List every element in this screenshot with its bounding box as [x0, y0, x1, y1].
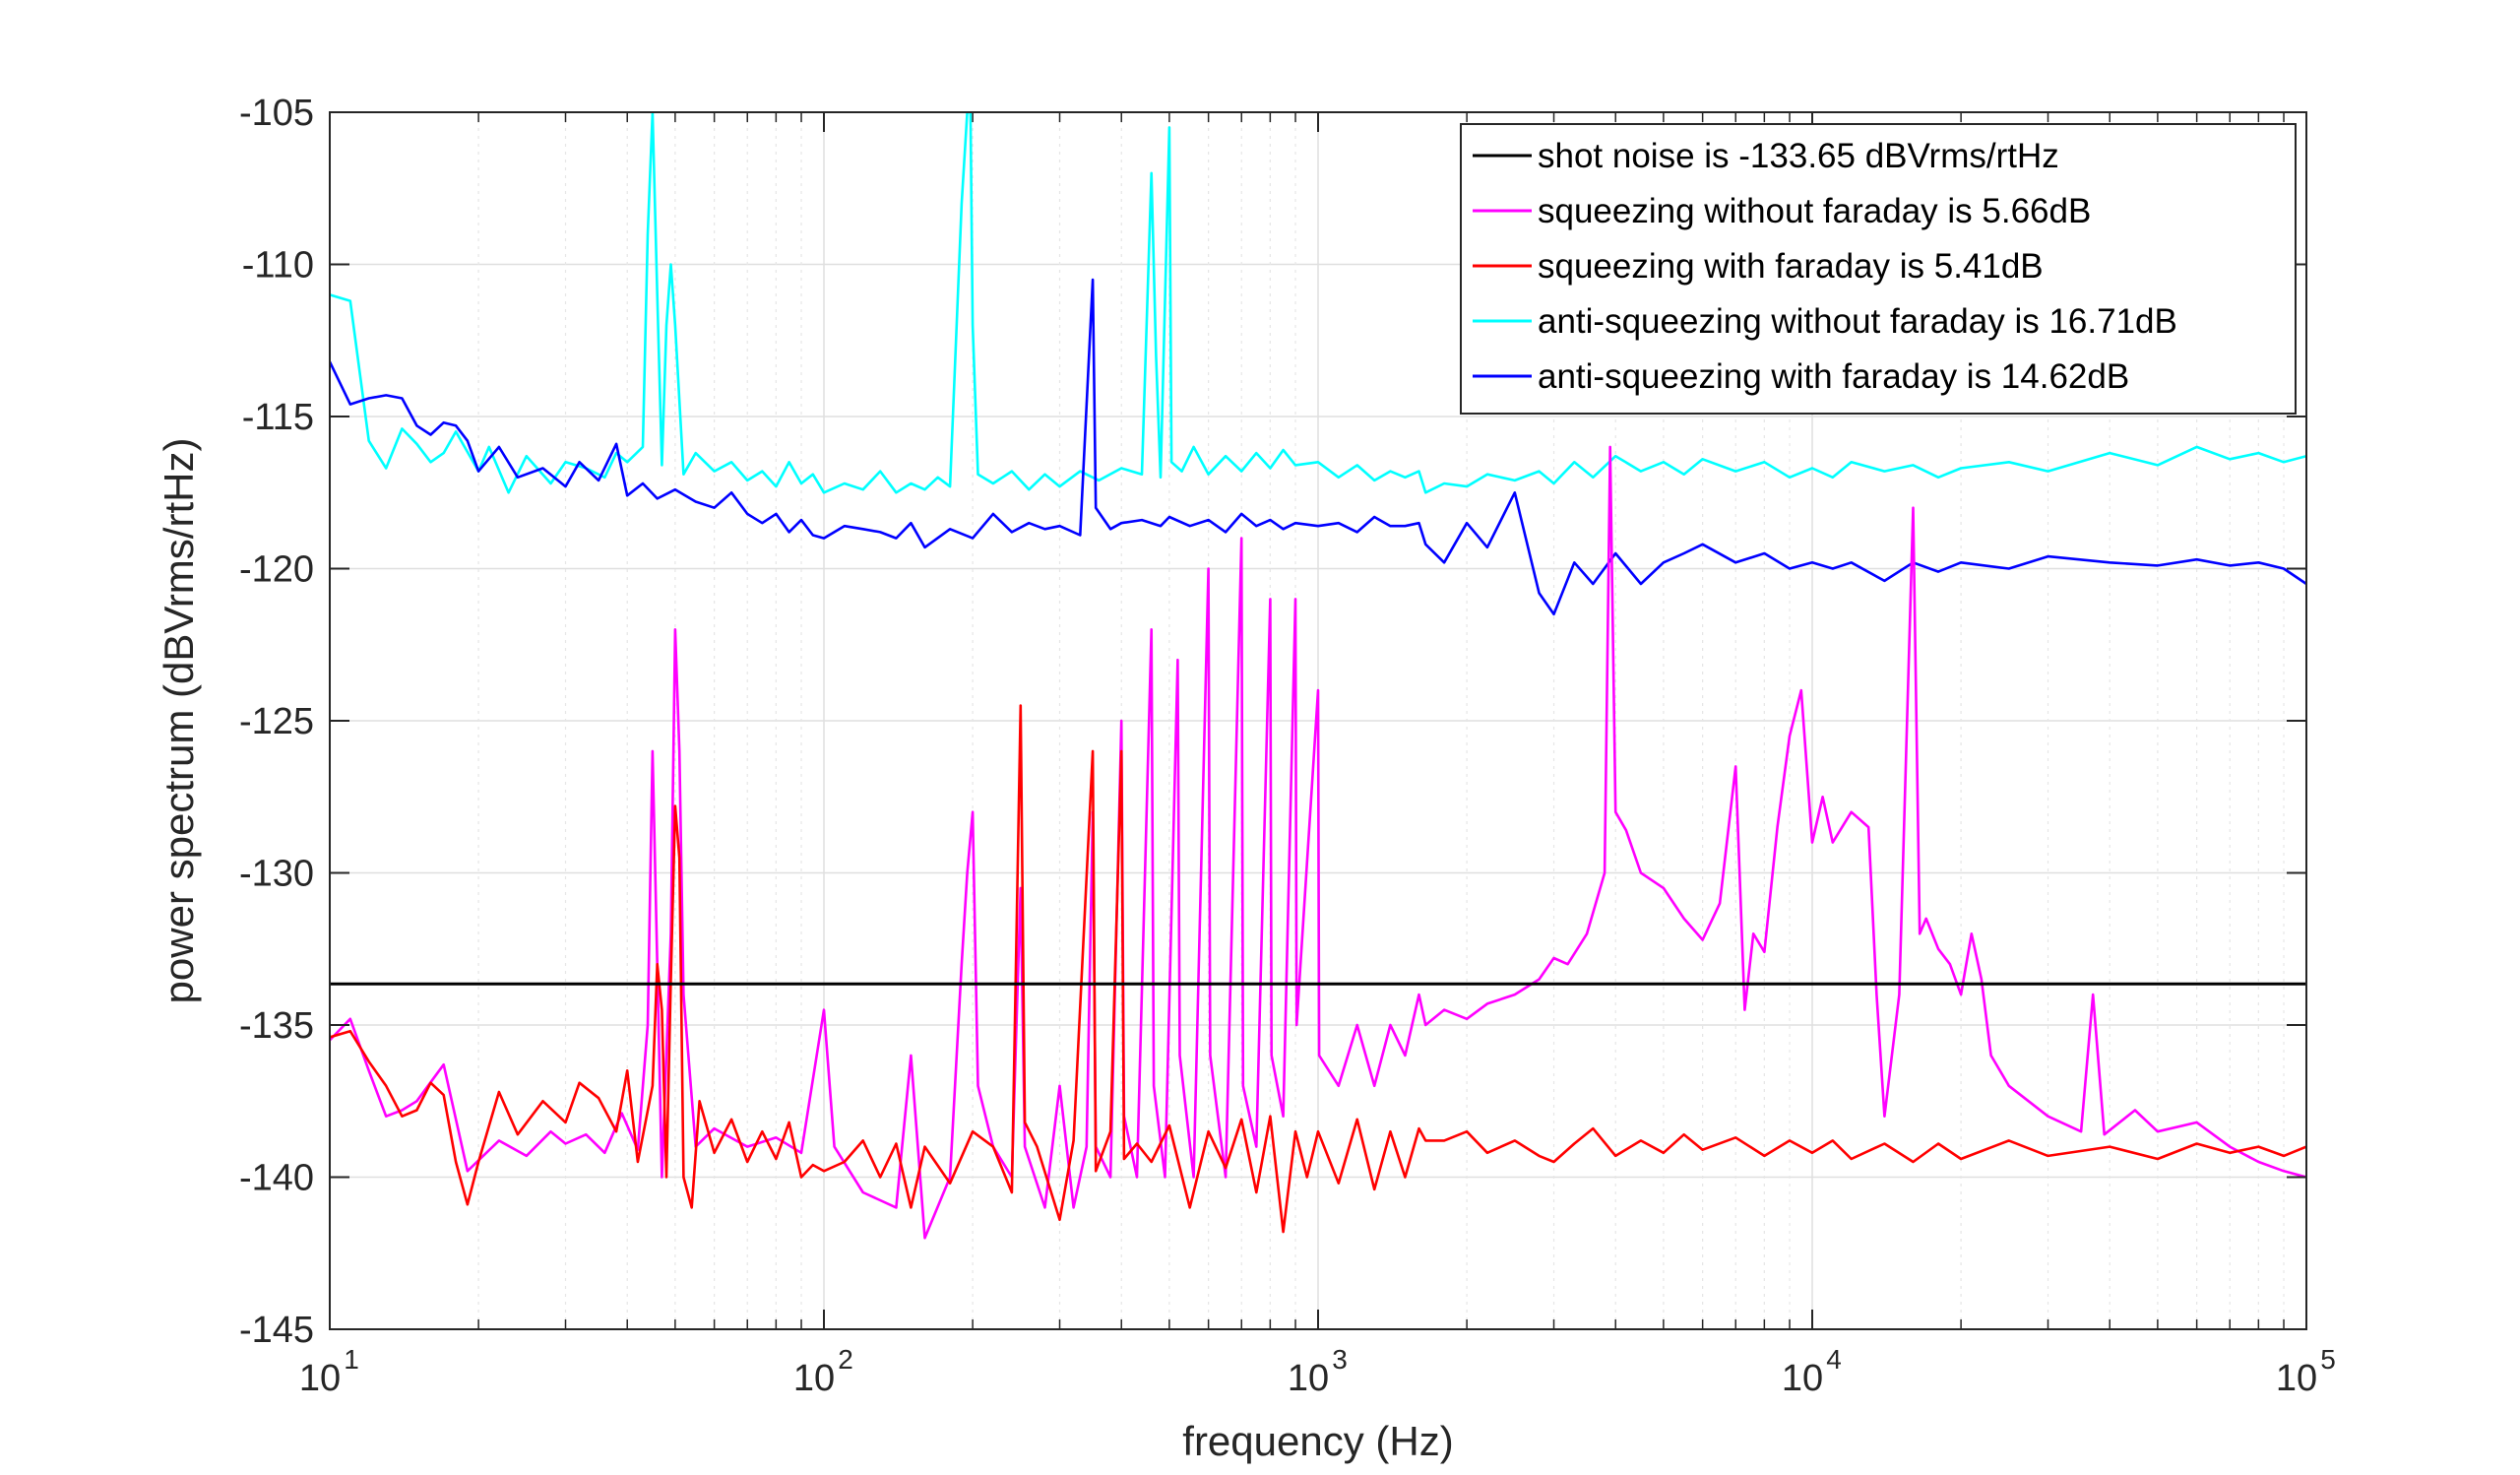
- x-tick-label-exponent: 5: [2320, 1344, 2336, 1375]
- legend-box: [1460, 123, 2297, 415]
- data-series: [330, 112, 2306, 1240]
- y-tick-label: -105: [239, 93, 314, 134]
- y-tick-label: -140: [239, 1158, 314, 1199]
- legend-label: squeezing without faraday is 5.66dB: [1538, 192, 2091, 230]
- legend-label: shot noise is -133.65 dBVrms/rtHz: [1538, 137, 2059, 175]
- legend-items: shot noise is -133.65 dBVrms/rtHz squeezi…: [1473, 137, 2177, 396]
- y-tick-label: -110: [242, 245, 314, 287]
- x-tick-label: 10 5: [2276, 1344, 2336, 1399]
- series-line-3: [330, 112, 2306, 494]
- y-tick-label: -120: [239, 549, 314, 591]
- x-tick-label-exponent: 1: [344, 1344, 359, 1375]
- y-tick-label: -145: [239, 1310, 314, 1351]
- x-tick-label: 10 4: [1782, 1344, 1842, 1399]
- series-line-2: [330, 704, 2306, 1234]
- x-tick-label-base: 10: [793, 1358, 835, 1399]
- x-tick-label-base: 10: [1288, 1358, 1329, 1399]
- x-axis-label: frequency (Hz): [1182, 1418, 1453, 1464]
- x-tick-label-base: 10: [1782, 1358, 1823, 1399]
- series-line-4: [330, 278, 2306, 616]
- x-tick-label: 10 3: [1288, 1344, 1348, 1399]
- y-axis-label: power spectrum (dBVrms/rtHz): [156, 438, 202, 1004]
- y-tick-label: -115: [242, 397, 314, 438]
- x-tick-label: 10 2: [793, 1344, 853, 1399]
- x-tick-label-base: 10: [2276, 1358, 2317, 1399]
- legend-label: squeezing with faraday is 5.41dB: [1538, 247, 2044, 286]
- x-tick-label-exponent: 4: [1826, 1344, 1842, 1375]
- x-tick-label: 10 1: [299, 1344, 359, 1399]
- series-line-1: [330, 445, 2306, 1240]
- legend: shot noise is -133.65 dBVrms/rtHz squeezi…: [1460, 123, 2297, 415]
- x-tick-label-exponent: 2: [838, 1344, 853, 1375]
- y-tick-label: -135: [239, 1005, 314, 1047]
- x-tick-label-exponent: 3: [1332, 1344, 1348, 1375]
- legend-label: anti-squeezing without faraday is 16.71d…: [1538, 302, 2177, 341]
- y-tick-label: -130: [239, 854, 314, 895]
- x-tick-label-base: 10: [299, 1358, 341, 1399]
- y-tick-label: -125: [239, 701, 314, 742]
- legend-label: anti-squeezing with faraday is 14.62dB: [1538, 357, 2129, 396]
